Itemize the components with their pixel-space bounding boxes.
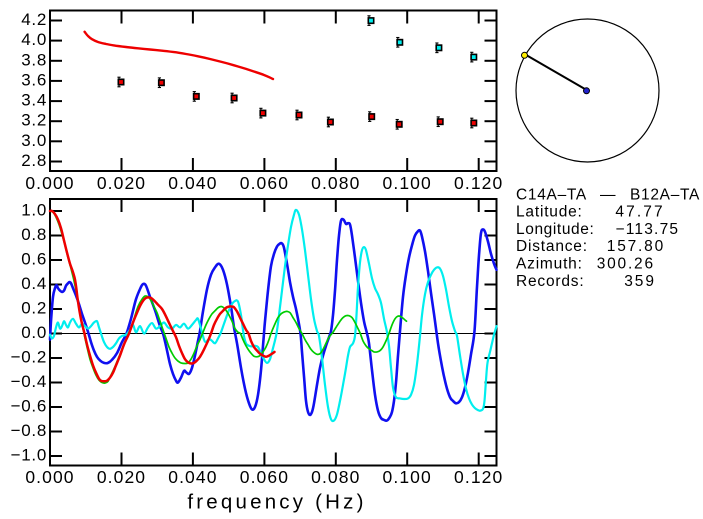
svg-text:0.060: 0.060	[240, 467, 289, 487]
svg-text:−1.0: −1.0	[11, 446, 47, 465]
svg-text:3.4: 3.4	[21, 91, 47, 110]
svg-text:3.8: 3.8	[21, 50, 47, 69]
svg-text:0.100: 0.100	[383, 467, 432, 487]
svg-text:1.0: 1.0	[21, 201, 47, 220]
svg-text:C14A–TA: C14A–TA	[516, 187, 587, 204]
svg-text:0.8: 0.8	[21, 225, 47, 244]
svg-text:0.000: 0.000	[25, 467, 74, 487]
svg-text:3.2: 3.2	[21, 111, 47, 130]
svg-text:frequency (Hz): frequency (Hz)	[187, 491, 366, 514]
svg-text:0.100: 0.100	[383, 173, 432, 193]
svg-text:Records:: Records:	[516, 273, 584, 290]
svg-text:0.060: 0.060	[240, 173, 289, 193]
svg-text:0.6: 0.6	[21, 250, 47, 269]
svg-text:4.2: 4.2	[21, 10, 47, 29]
svg-text:0.120: 0.120	[454, 467, 503, 487]
svg-text:−113.75: −113.75	[616, 221, 680, 238]
svg-text:157.80: 157.80	[607, 238, 665, 255]
svg-text:4.0: 4.0	[21, 30, 47, 49]
svg-text:0.0: 0.0	[21, 323, 47, 342]
svg-text:359: 359	[624, 273, 656, 290]
svg-text:0.080: 0.080	[311, 173, 360, 193]
svg-text:B12A–TA: B12A–TA	[630, 187, 700, 204]
svg-text:Azimuth:: Azimuth:	[516, 256, 583, 273]
svg-text:0.4: 0.4	[21, 274, 47, 293]
svg-text:0.040: 0.040	[168, 467, 217, 487]
svg-text:3.0: 3.0	[21, 131, 47, 150]
svg-text:−0.8: −0.8	[11, 421, 47, 440]
svg-text:0.080: 0.080	[311, 467, 360, 487]
svg-text:0.020: 0.020	[97, 467, 146, 487]
svg-text:47.77: 47.77	[615, 204, 664, 221]
svg-text:0.2: 0.2	[21, 299, 47, 318]
svg-text:−0.2: −0.2	[11, 348, 47, 367]
svg-text:Distance:: Distance:	[516, 238, 588, 255]
svg-text:−0.6: −0.6	[11, 397, 47, 416]
svg-text:3.6: 3.6	[21, 70, 47, 89]
svg-text:0.000: 0.000	[25, 173, 74, 193]
svg-text:0.020: 0.020	[97, 173, 146, 193]
svg-text:300.26: 300.26	[597, 256, 655, 273]
svg-text:−0.4: −0.4	[11, 372, 47, 391]
svg-text:—: —	[600, 187, 616, 204]
svg-text:2.8: 2.8	[21, 151, 47, 170]
svg-text:Longitude:: Longitude:	[516, 221, 594, 238]
svg-text:Latitude:: Latitude:	[516, 204, 583, 221]
svg-text:0.120: 0.120	[454, 173, 503, 193]
svg-text:0.040: 0.040	[168, 173, 217, 193]
